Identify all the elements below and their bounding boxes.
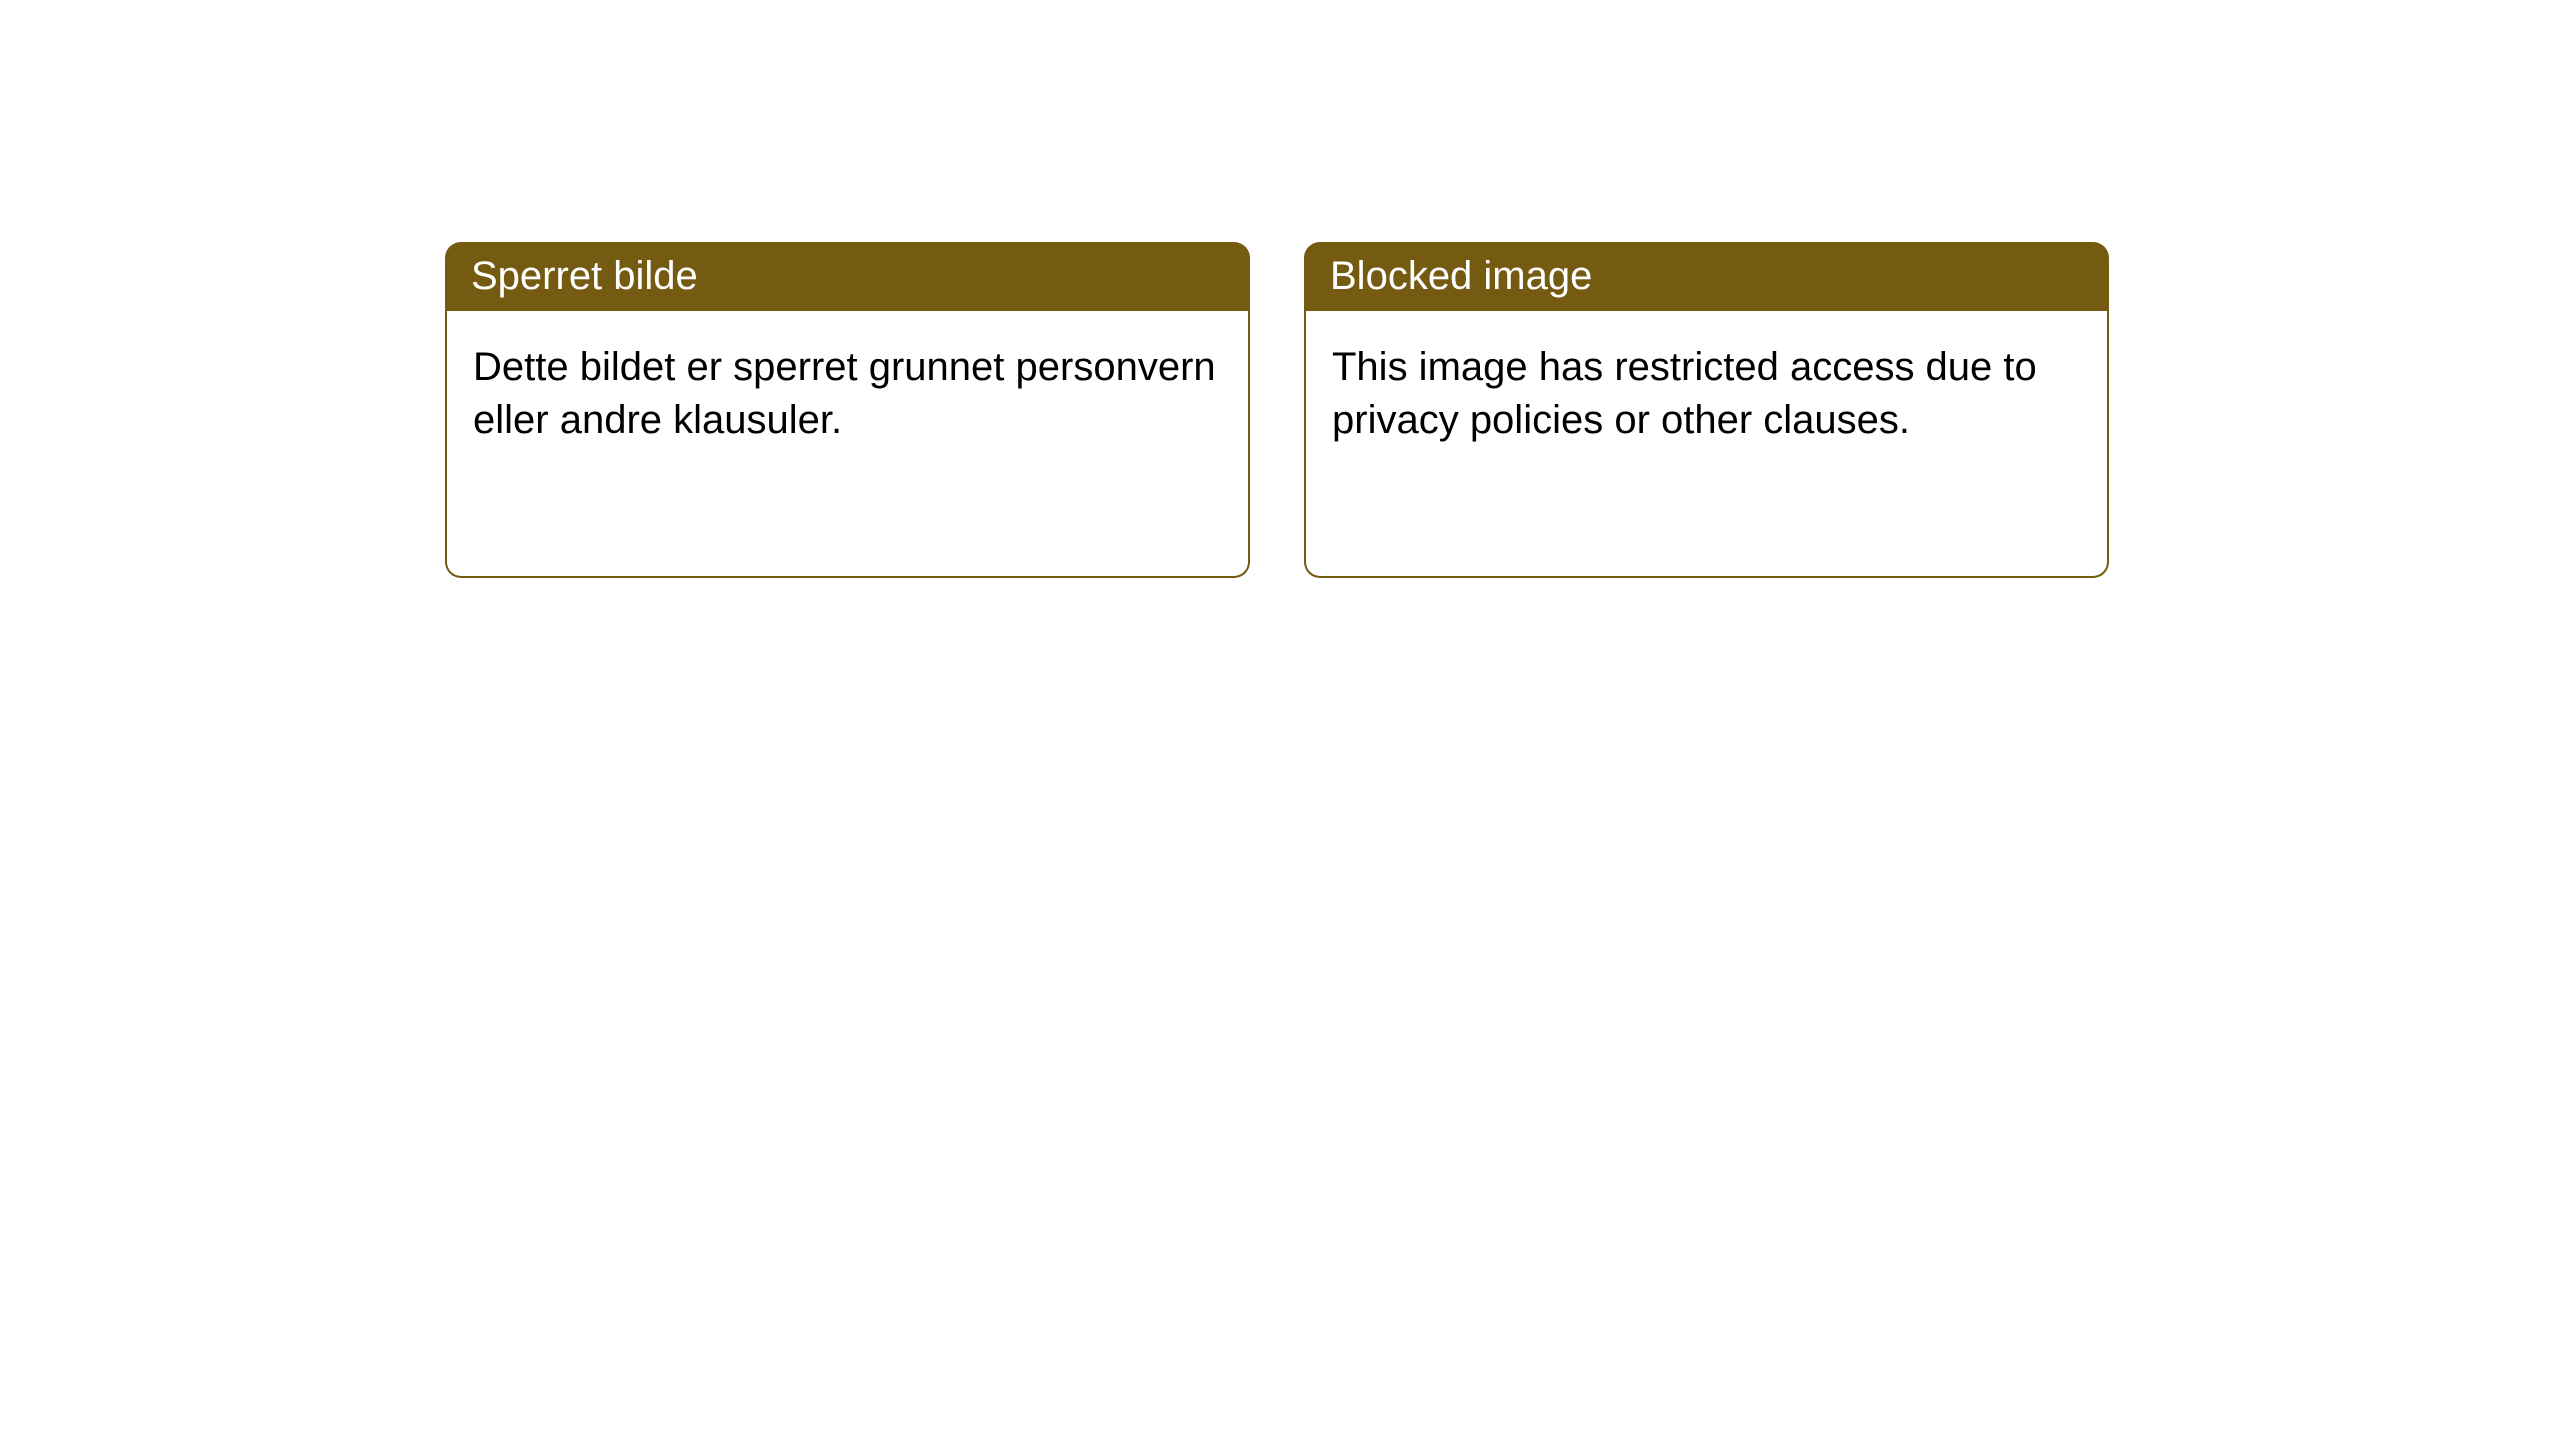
notice-card-header-no: Sperret bilde [445,242,1250,311]
notice-card-no: Sperret bilde Dette bildet er sperret gr… [445,242,1250,578]
notice-container: Sperret bilde Dette bildet er sperret gr… [0,0,2560,578]
notice-card-body-en: This image has restricted access due to … [1304,311,2109,578]
notice-card-header-en: Blocked image [1304,242,2109,311]
notice-card-en: Blocked image This image has restricted … [1304,242,2109,578]
notice-card-body-no: Dette bildet er sperret grunnet personve… [445,311,1250,578]
